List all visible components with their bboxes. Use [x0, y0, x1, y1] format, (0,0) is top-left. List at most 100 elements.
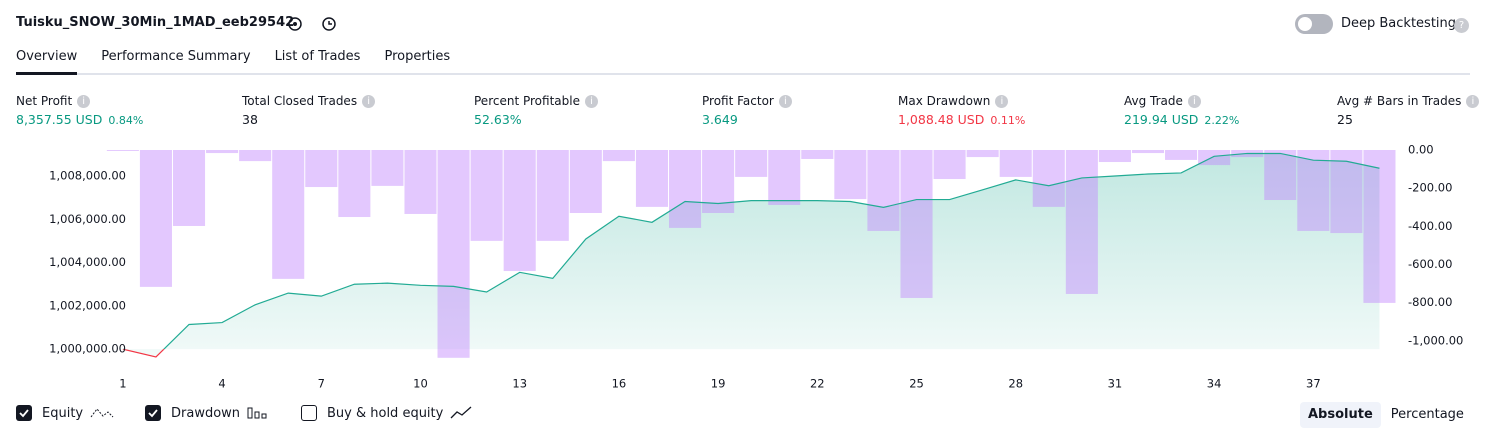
- drawdown-bar: [933, 150, 966, 180]
- legend-label: Drawdown: [171, 406, 241, 421]
- x-tick-label: 25: [909, 377, 924, 391]
- equity-area: [122, 153, 1380, 357]
- drawdown-bar: [867, 150, 900, 231]
- x-tick-label: 31: [1108, 377, 1123, 391]
- drawdown-bar: [1098, 150, 1131, 163]
- title-icons: [288, 17, 336, 31]
- legend-icon: [89, 404, 115, 426]
- drawdown-bar: [834, 150, 867, 200]
- drawdown-bar: [139, 150, 172, 287]
- drawdown-bar: [470, 150, 503, 241]
- equity-line: [122, 152, 1380, 350]
- x-tick-label: 1: [119, 377, 126, 391]
- tab[interactable]: Overview: [16, 49, 78, 64]
- y2-tick-label: -200.00: [1408, 181, 1452, 195]
- y-tick-label: 1,006,000.00: [49, 212, 126, 226]
- drawdown-bar: [801, 150, 834, 159]
- drawdown-bar: [569, 150, 602, 213]
- toggle-label: Deep Backtesting: [1341, 16, 1457, 31]
- y-tick-label: 1,002,000.00: [49, 298, 126, 312]
- metric-label: Profit Factor i: [702, 94, 792, 108]
- drawdown-bar: [1165, 150, 1198, 160]
- drawdown-bar: [371, 150, 404, 186]
- x-tick-label: 37: [1306, 377, 1321, 391]
- info-icon[interactable]: i: [77, 95, 91, 108]
- metric-value: 1,088.48 USD: [898, 112, 985, 127]
- metric-value: 3.649: [702, 112, 738, 127]
- legend-icon: [246, 404, 268, 426]
- drawdown-bar: [999, 150, 1032, 177]
- drawdown-bar: [239, 150, 272, 162]
- info-icon[interactable]: i: [584, 95, 598, 108]
- drawdown-bar: [669, 150, 702, 228]
- metric-label: Percent Profitable i: [474, 94, 598, 108]
- drawdown-bar: [1198, 150, 1231, 166]
- metric-percent: 0.84%: [108, 114, 144, 127]
- tab-divider: [16, 73, 1470, 75]
- tab[interactable]: Performance Summary: [101, 49, 251, 64]
- y2-tick-label: -1,000.00: [1408, 333, 1463, 347]
- toggle[interactable]: [1295, 14, 1333, 34]
- view-mode-button[interactable]: Percentage: [1390, 407, 1464, 422]
- drawdown-bar: [602, 150, 635, 162]
- drawdown-bar: [272, 150, 305, 279]
- drawdown-bar: [1065, 150, 1098, 294]
- checkbox[interactable]: [16, 405, 32, 421]
- info-icon[interactable]: i: [1187, 95, 1201, 108]
- drawdown-bar: [1363, 150, 1396, 303]
- info-icon[interactable]: i: [362, 95, 376, 108]
- y2-tick-label: -600.00: [1408, 257, 1452, 271]
- metric-percent: 2.22%: [1204, 114, 1240, 127]
- metric-label: Total Closed Trades i: [242, 94, 376, 108]
- tab-underline: [16, 72, 78, 75]
- x-tick-label: 34: [1207, 377, 1222, 391]
- info-icon[interactable]: i: [1466, 95, 1480, 108]
- tab[interactable]: List of Trades: [274, 49, 361, 64]
- checkbox[interactable]: [301, 405, 317, 421]
- drawdown-bar: [900, 150, 933, 298]
- y2-tick-label: -800.00: [1408, 295, 1452, 309]
- x-tick-label: 4: [218, 377, 225, 391]
- settings-icon[interactable]: [288, 17, 302, 31]
- x-tick-label: 19: [711, 377, 726, 391]
- y2-tick-label: 0.00: [1408, 143, 1434, 157]
- strategy-title: Tuisku_SNOW_30Min_1MAD_eeb29542: [16, 15, 295, 30]
- metric-value: 25: [1337, 112, 1353, 127]
- y-tick-label: 1,008,000.00: [49, 168, 126, 182]
- checkbox[interactable]: [145, 405, 161, 421]
- legend-label: Equity: [42, 406, 84, 421]
- metric-label: Avg # Bars in Trades i: [1337, 94, 1480, 108]
- drawdown-bar: [1264, 150, 1297, 201]
- x-tick-label: 7: [318, 377, 325, 391]
- drawdown-bar: [966, 150, 999, 158]
- info-icon[interactable]: i: [778, 95, 792, 108]
- y-tick-label: 1,004,000.00: [49, 255, 126, 269]
- alert-icon[interactable]: [322, 17, 336, 31]
- legend-icon: [449, 404, 473, 426]
- drawdown-bar: [536, 150, 569, 241]
- drawdown-bar: [1330, 150, 1363, 234]
- metric-label: Max Drawdown i: [898, 94, 1009, 108]
- drawdown-bar: [172, 150, 206, 226]
- x-tick-label: 22: [810, 377, 825, 391]
- info-icon[interactable]: i: [995, 95, 1009, 108]
- drawdown-bar: [338, 150, 371, 218]
- metric-percent: 0.11%: [990, 114, 1026, 127]
- view-mode-button[interactable]: Absolute: [1300, 402, 1381, 428]
- drawdown-bar: [635, 150, 669, 207]
- metric-value: 8,357.55 USD: [16, 112, 103, 127]
- x-tick-label: 10: [413, 377, 428, 391]
- drawdown-bar: [106, 150, 139, 151]
- tab[interactable]: Properties: [384, 49, 451, 64]
- legend-label: Buy & hold equity: [327, 406, 444, 421]
- metric-value: 38: [242, 112, 258, 127]
- x-tick-label: 13: [512, 377, 527, 391]
- drawdown-bar: [1032, 150, 1065, 207]
- metric-value: 219.94 USD: [1124, 112, 1199, 127]
- metric-value: 52.63%: [474, 112, 522, 127]
- help-icon[interactable]: ?: [1454, 18, 1469, 33]
- drawdown-bar: [735, 150, 768, 177]
- y-tick-label: 1,000,000.00: [49, 342, 126, 356]
